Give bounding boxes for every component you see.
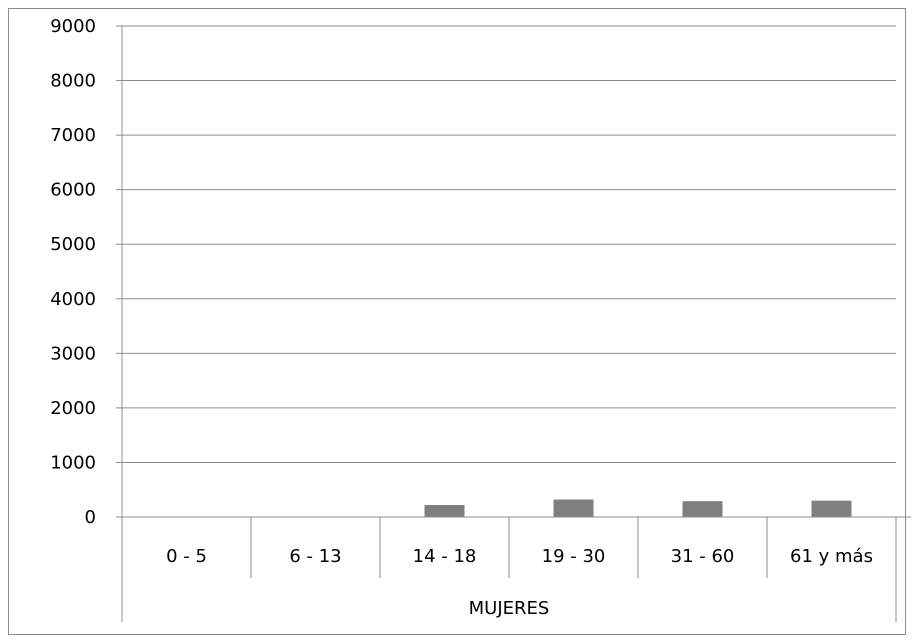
x-category-label: 0 - 5 (166, 546, 207, 567)
y-tick-label: 6000 (50, 180, 96, 201)
bar (682, 501, 723, 517)
bar (424, 504, 465, 517)
y-tick-label: 2000 (50, 398, 96, 419)
y-tick-label: 1000 (50, 452, 96, 473)
x-category-label: 61 y más (790, 546, 873, 567)
y-axis-ticks: 0 1000 2000 3000 4000 5000 6000 7000 8000 9000 (50, 16, 122, 528)
y-tick-label: 0 (85, 507, 96, 528)
x-axis-categories: 0 - 5 6 - 13 14 - 18 19 - 30 31 - 60 61 y más (121, 517, 897, 622)
y-tick-label: 4000 (50, 289, 96, 310)
x-category-label: 19 - 30 (542, 546, 606, 567)
gridlines (122, 25, 896, 463)
x-category-label: 31 - 60 (671, 546, 735, 567)
chart-frame (8, 8, 906, 635)
bars (424, 499, 852, 517)
y-tick-label: 7000 (50, 125, 96, 146)
bar (553, 499, 594, 517)
axes (121, 26, 911, 518)
x-category-label: 14 - 18 (413, 546, 477, 567)
y-tick-label: 9000 (50, 16, 96, 37)
y-tick-label: 3000 (50, 343, 96, 364)
y-tick-label: 5000 (50, 234, 96, 255)
x-category-label: 6 - 13 (289, 546, 341, 567)
y-tick-label: 8000 (50, 71, 96, 92)
bar (811, 500, 852, 517)
group-label: MUJERES (469, 598, 550, 619)
